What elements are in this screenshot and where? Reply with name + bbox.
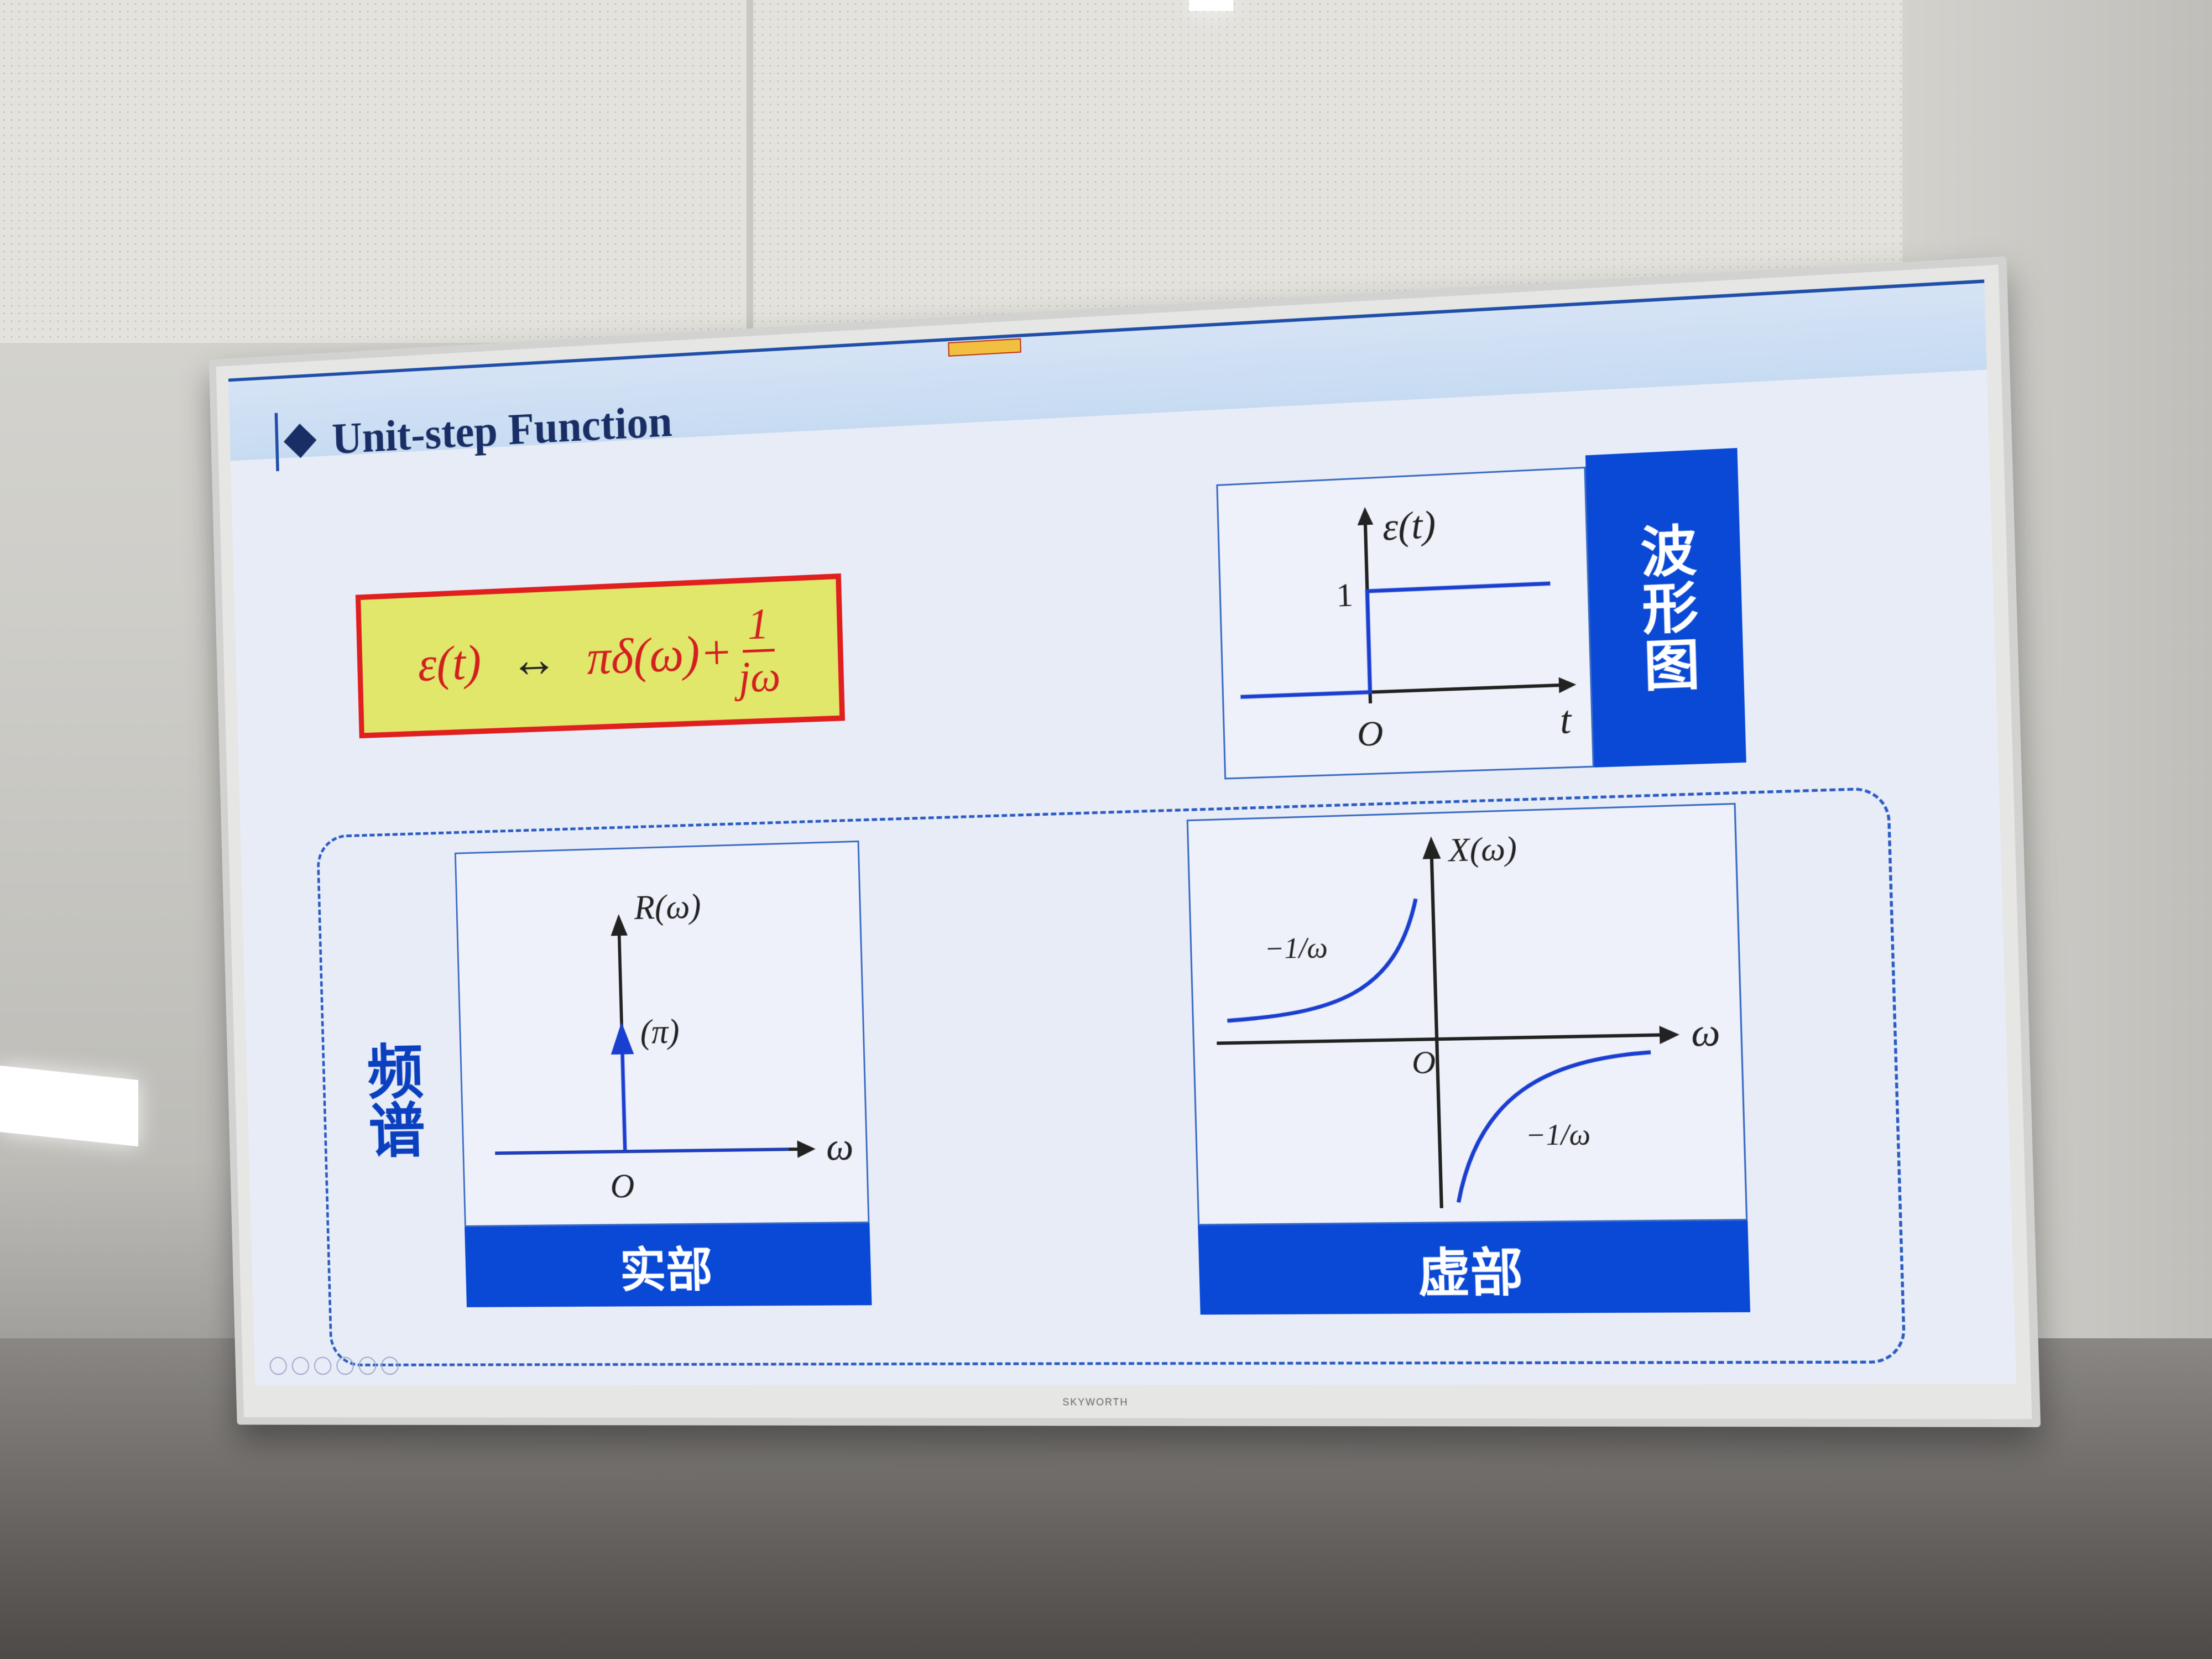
real-part-label-text: 实部 — [619, 1241, 713, 1298]
toolbar-prev-icon[interactable] — [269, 1357, 288, 1375]
waveform-y-label: ε(t) — [1382, 502, 1437, 549]
impulse-arrow-icon — [610, 1021, 634, 1055]
impulse-line — [622, 1049, 625, 1151]
waveform-origin-label: O — [1357, 713, 1384, 754]
imag-part-plot: X(ω) −1/ω O −1/ω ω — [1188, 829, 1721, 1224]
waveform-y-arrow-icon — [1357, 507, 1374, 525]
ceiling-light-top — [1189, 0, 1233, 11]
fraction-numerator: 1 — [741, 600, 775, 653]
slide-screen: Unit-step Function ε(t) ↔ πδ(ω)+ 1 jω ε(… — [228, 279, 2017, 1386]
imag-part-label: 虚部 — [1198, 1220, 1751, 1315]
imag-x-axis — [1217, 1035, 1662, 1043]
formula-fraction: 1 jω — [737, 600, 781, 702]
toolbar-view-icon[interactable] — [336, 1357, 354, 1375]
spectrum-label-text: 频谱 — [357, 1040, 425, 1159]
formula-arrow: ↔ — [509, 631, 559, 688]
toolbar-zoom-icon[interactable] — [358, 1357, 377, 1375]
waveform-plot: ε(t) 1 O t — [1218, 502, 1577, 754]
waveform-level-label: 1 — [1335, 576, 1354, 614]
toolbar-more-icon[interactable] — [380, 1357, 399, 1375]
waveform-label: 波形图 — [1585, 448, 1746, 768]
real-part-plot: R(ω) (π) O ω — [456, 887, 854, 1206]
formula-rhs: πδ(ω)+ — [586, 624, 734, 685]
real-y-label: R(ω) — [633, 887, 702, 927]
fraction-denominator: jω — [738, 652, 781, 702]
imag-left-label: −1/ω — [1264, 931, 1328, 965]
real-x-arrow-icon — [797, 1140, 816, 1158]
ceiling — [0, 0, 2212, 343]
waveform-panel: ε(t) 1 O t — [1216, 466, 1594, 780]
imag-part-label-text: 虚部 — [1417, 1242, 1524, 1303]
ceiling-seam — [747, 0, 753, 343]
imag-y-label: X(ω) — [1447, 829, 1517, 869]
impulse-label: (π) — [640, 1012, 680, 1051]
formula-lhs: ε(t) — [417, 634, 482, 692]
real-x-label: ω — [826, 1125, 854, 1169]
step-curve — [1238, 583, 1553, 697]
slide-toolbar[interactable] — [269, 1357, 399, 1375]
imag-part-panel: X(ω) −1/ω O −1/ω ω — [1186, 802, 1748, 1226]
formula-box: ε(t) ↔ πδ(ω)+ 1 jω — [355, 573, 846, 739]
waveform-x-arrow-icon — [1558, 676, 1577, 693]
imag-x-label: ω — [1691, 1009, 1721, 1055]
toolbar-next-icon[interactable] — [291, 1357, 310, 1375]
tv-monitor: Unit-step Function ε(t) ↔ πδ(ω)+ 1 jω ε(… — [208, 256, 2041, 1427]
waveform-x-label: t — [1559, 697, 1573, 742]
imag-y-arrow-icon — [1422, 836, 1441, 859]
ceiling-light — [0, 1065, 138, 1147]
real-part-panel: R(ω) (π) O ω — [454, 840, 870, 1227]
real-y-arrow-icon — [610, 914, 628, 936]
imag-right-label: −1/ω — [1525, 1118, 1591, 1152]
diamond-bullet-icon — [284, 424, 317, 458]
real-origin-label: O — [610, 1167, 635, 1206]
spectrum-label: 频谱 — [357, 1041, 425, 1159]
toolbar-pen-icon[interactable] — [314, 1357, 332, 1375]
real-part-label: 实部 — [465, 1223, 872, 1307]
monitor-brand: SKYWORTH — [1062, 1396, 1129, 1408]
imag-x-arrow-icon — [1659, 1025, 1680, 1045]
imag-origin-label: O — [1411, 1045, 1436, 1081]
waveform-label-text: 波形图 — [1630, 521, 1700, 695]
imag-y-axis — [1432, 853, 1442, 1208]
